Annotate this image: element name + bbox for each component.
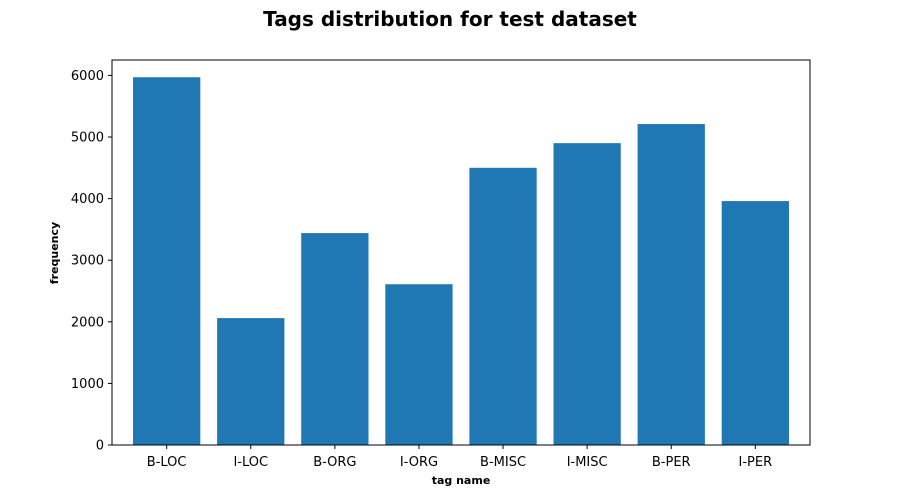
chart-title: Tags distribution for test dataset [263, 7, 637, 31]
bar-i-loc [217, 318, 285, 445]
y-tick-label: 2000 [71, 315, 104, 330]
x-tick-label: B-LOC [147, 455, 187, 470]
bar-b-loc [133, 77, 201, 446]
bars-layer [133, 77, 789, 446]
x-axis-label: tag name [432, 474, 491, 487]
x-tick-label: I-MISC [567, 455, 608, 470]
x-tick-label: B-MISC [480, 455, 526, 470]
bar-i-per [721, 201, 789, 445]
x-tick-label: I-PER [739, 455, 773, 470]
bar-b-per [637, 124, 705, 446]
y-axis-label: frequency [48, 222, 61, 284]
bar-i-misc [553, 143, 621, 445]
x-tick-label: B-ORG [313, 455, 356, 470]
x-axis: B-LOC I-LOC B-ORG I-ORG B-MISC I-MISC B-PER I-P… [147, 445, 772, 470]
plot-frame [111, 59, 811, 446]
y-tick-label: 5000 [71, 131, 104, 146]
x-tick-label: I-ORG [400, 455, 438, 470]
y-tick-label: 0 [96, 439, 104, 454]
x-tick-label: B-PER [652, 455, 691, 470]
y-tick-label: 6000 [71, 69, 104, 84]
y-tick-label: 1000 [71, 377, 104, 392]
y-tick-label: 4000 [71, 192, 104, 207]
x-tick-label: I-LOC [233, 455, 268, 470]
bar-b-misc [469, 167, 537, 446]
bar-b-org [301, 233, 369, 445]
bar-i-org [385, 284, 453, 445]
y-axis: 0 1000 2000 3000 4000 5000 6000 [71, 69, 112, 454]
y-tick-label: 3000 [71, 254, 104, 269]
